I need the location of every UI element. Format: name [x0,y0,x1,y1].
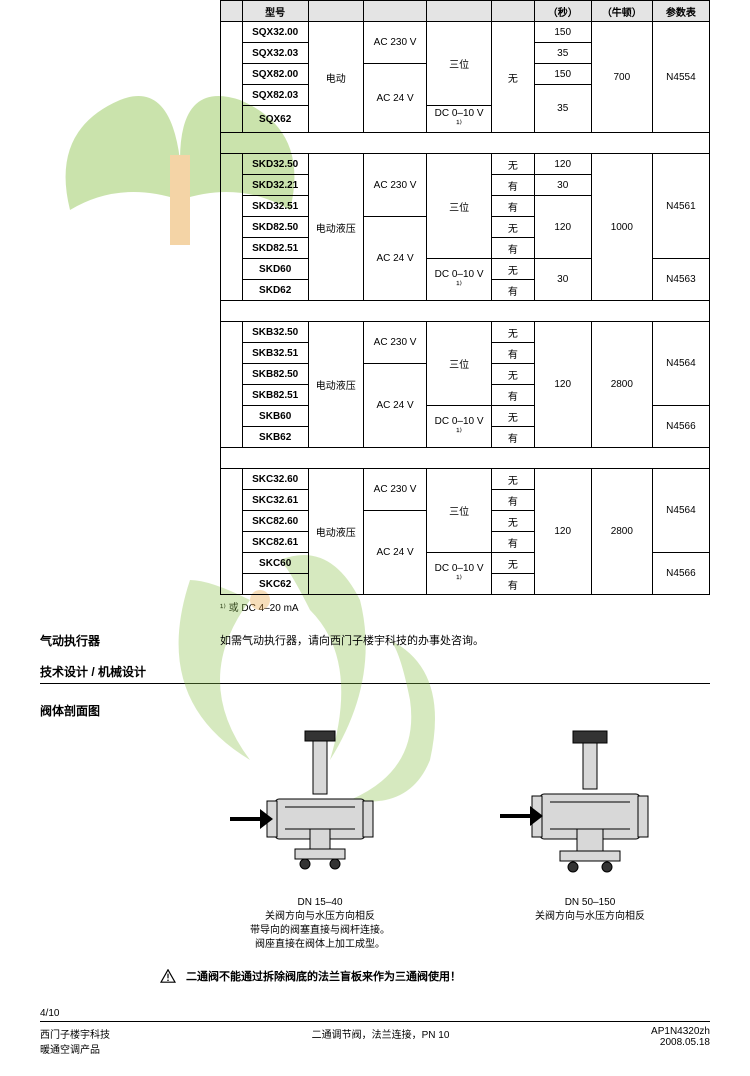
warning-icon [160,969,176,983]
valve-cutaway-small-icon [225,729,415,889]
col-newton: （牛顿） [591,1,652,22]
col-model: 型号 [242,1,308,22]
diagram-left-line1: 关阀方向与水压方向相反 [220,910,420,924]
tech-heading: 技术设计 / 机械设计 [40,663,710,684]
diagram-left-title: DN 15–40 [220,896,420,910]
table-row: SKD32.50 电动液压 AC 230 V 三位 无 120 1000 N45… [221,154,710,175]
table-header-row: 型号 （秒） （牛顿） 参数表 [221,1,710,22]
col-sheet: 参数表 [652,1,709,22]
diagram-right-title: DN 50–150 [490,896,690,910]
col-seconds: （秒） [534,1,591,22]
table-row: SKB32.50 电动液压 AC 230 V 三位 无 120 2800 N45… [221,322,710,343]
pneumatic-heading: 气动执行器 [40,632,220,649]
footer-division: 暖通空调产品 [40,1041,110,1056]
table-row: SQX32.00 电动 AC 230 V 三位 无 150 700 N4554 [221,22,710,43]
table-footnote: ¹⁾ 或 DC 4–20 mA [220,599,710,614]
diagram-left-line3: 阀座直接在阀体上加工成型。 [220,938,420,952]
warning-text: 二通阀不能通过拆除阀底的法兰盲板来作为三通阀使用！ [186,968,461,984]
diagram-right-line1: 关阀方向与水压方向相反 [490,910,690,924]
footer-center: 二通调节阀，法兰连接，PN 10 [312,1026,450,1056]
cutaway-heading: 阀体剖面图 [40,702,710,719]
footer-doc-id: AP1N4320zh [651,1026,710,1037]
table-row: SKC32.60 电动液压 AC 230 V 三位 无 120 2800 N45… [221,469,710,490]
actuator-table: 型号 （秒） （牛顿） 参数表 SQX32.00 电动 AC 230 V 三位 … [220,0,710,595]
valve-cutaway-large-icon [495,729,685,889]
diagram-left-line2: 带导向的阀塞直接与阀杆连接。 [220,924,420,938]
page-number: 4/10 [40,1008,710,1022]
footer-company: 西门子楼宇科技 [40,1026,110,1041]
diagram-right: DN 50–150 关阀方向与水压方向相反 [490,729,690,952]
footer-date: 2008.05.18 [651,1037,710,1048]
pneumatic-text: 如需气动执行器，请向西门子楼宇科技的办事处咨询。 [220,632,484,649]
diagram-left: DN 15–40 关阀方向与水压方向相反 带导向的阀塞直接与阀杆连接。 阀座直接… [220,729,420,952]
